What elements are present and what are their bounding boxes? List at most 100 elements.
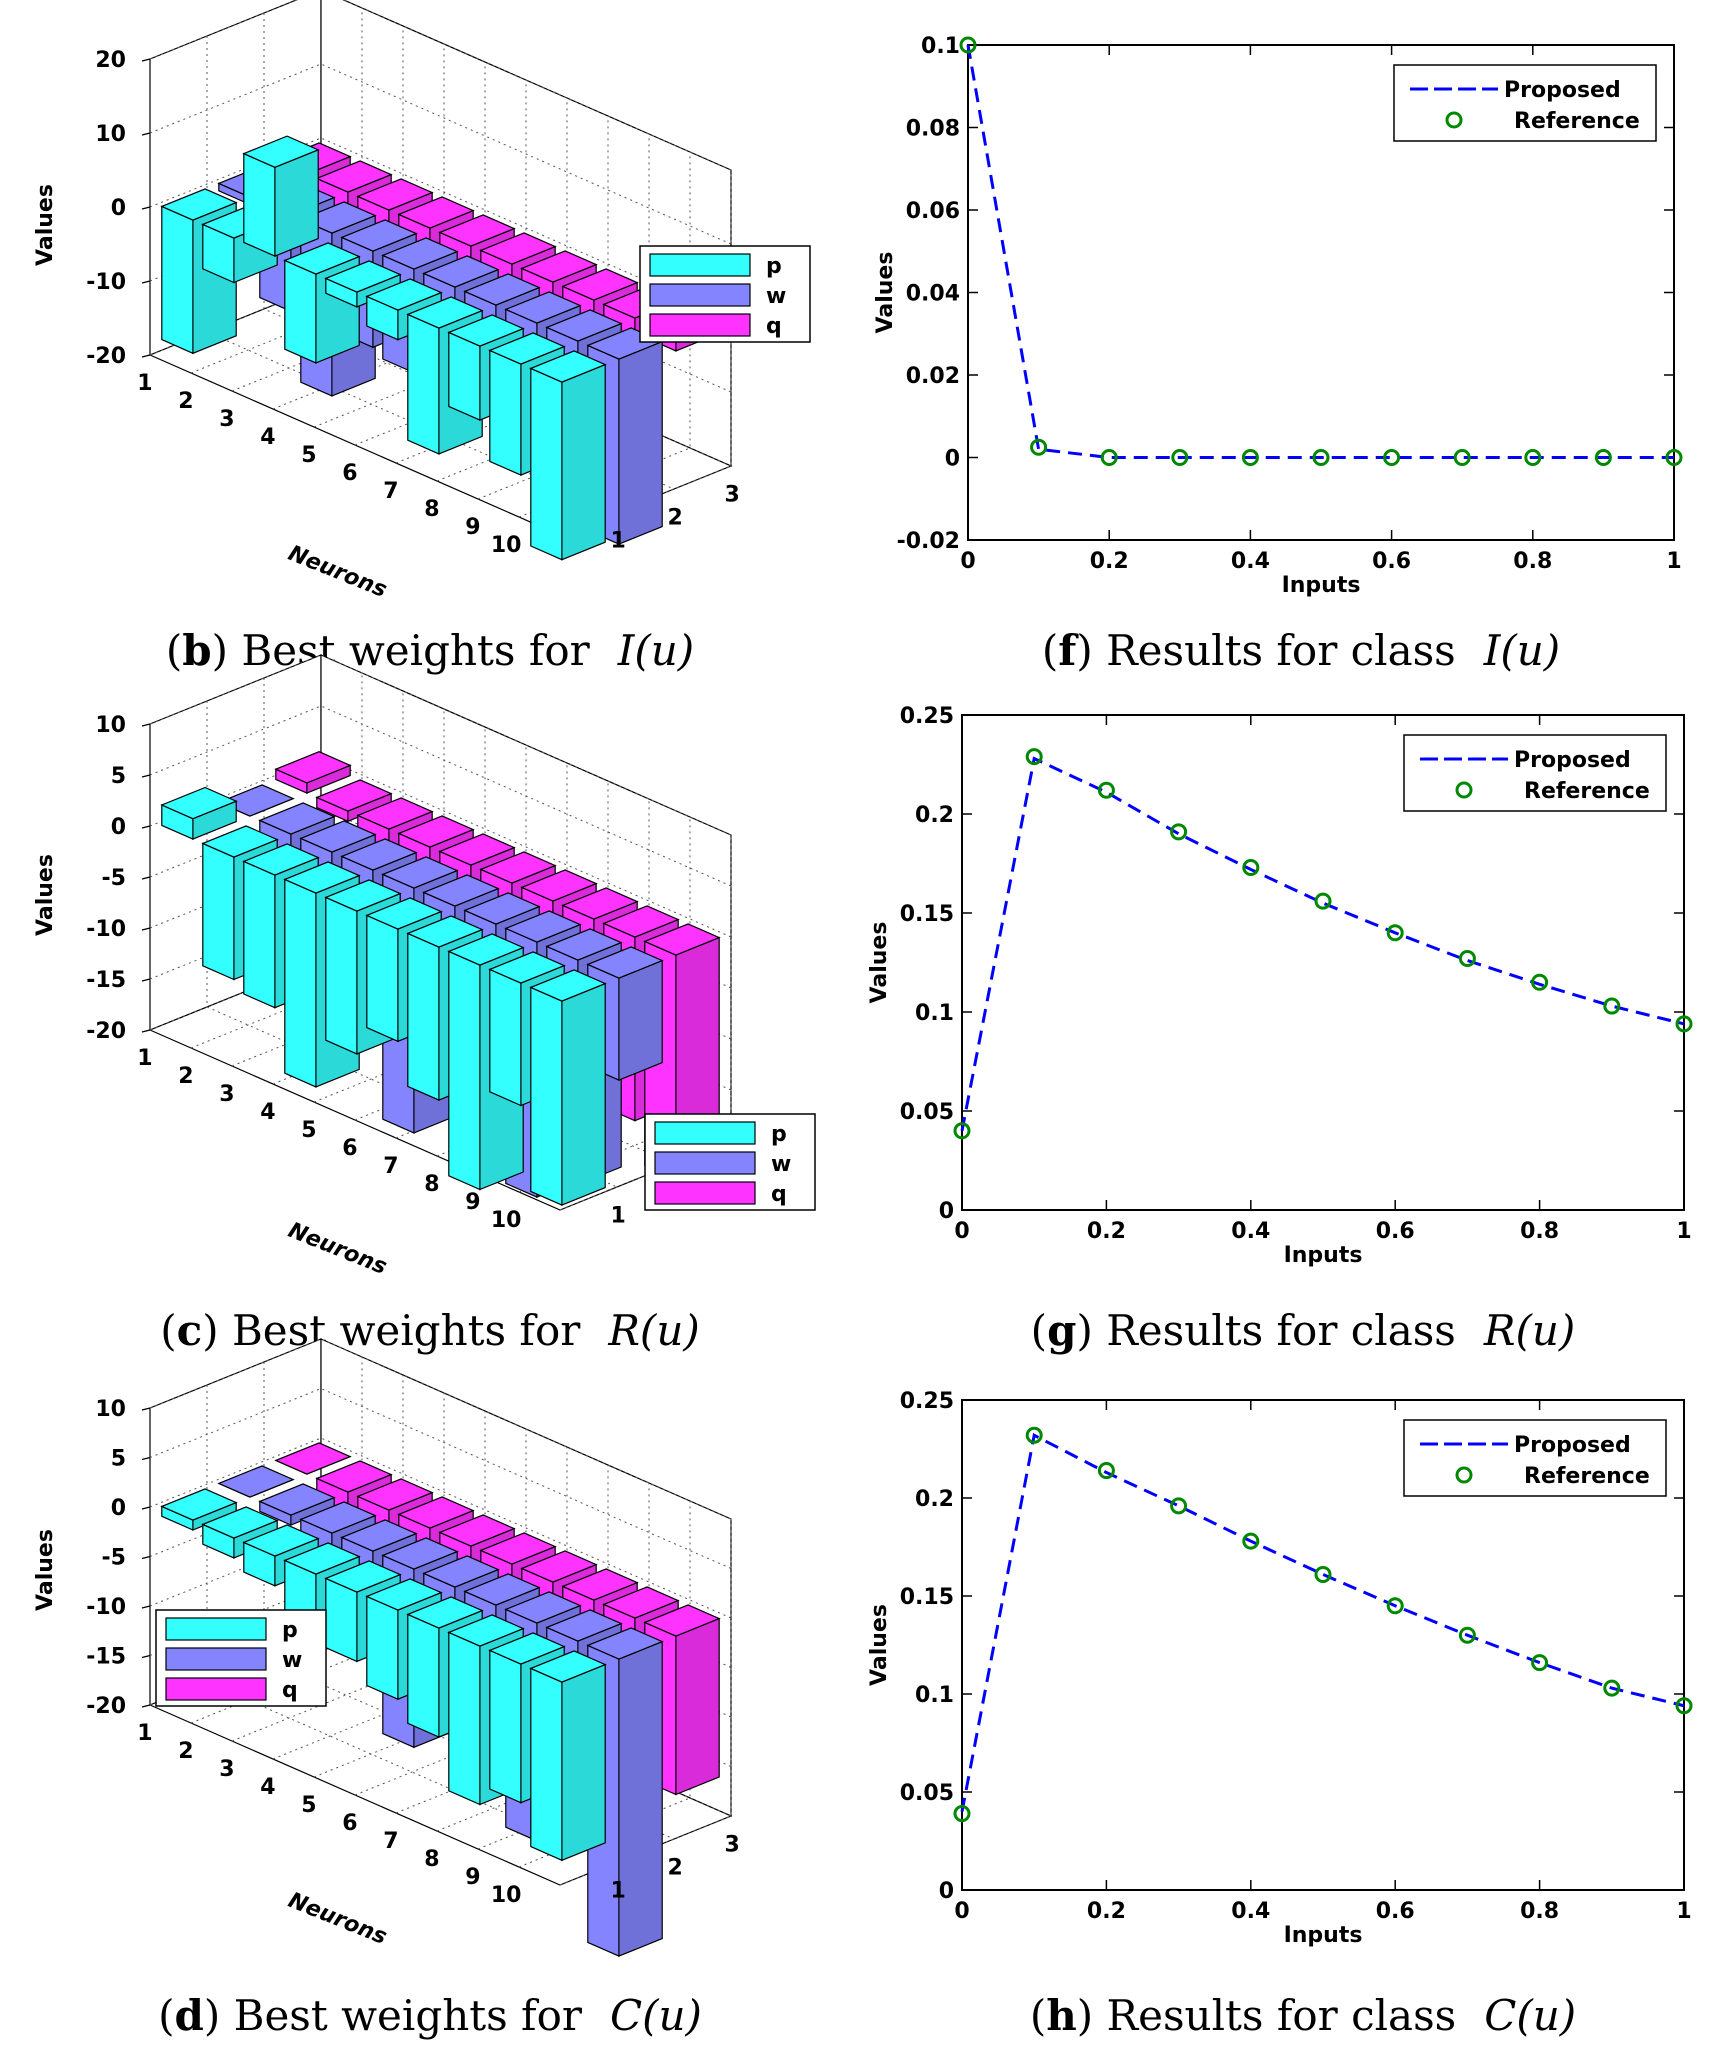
z-tick-mark (141, 1029, 151, 1033)
reference-point (1594, 449, 1612, 466)
caption-text: Results for class (1107, 1991, 1457, 2040)
reference-point (1458, 950, 1476, 968)
bar-top-face (643, 923, 721, 956)
neuron-tick-label: 9 (465, 1865, 480, 1890)
reference-point (953, 1805, 971, 1823)
bar-top-face (365, 278, 443, 311)
bar-top-face (479, 1532, 557, 1565)
reference-point (1314, 1565, 1332, 1583)
legend-proposed-label: Proposed (1514, 748, 1631, 773)
bar-top-face (340, 219, 418, 252)
reference-point (1097, 1462, 1115, 1480)
bar-top-face (217, 1465, 295, 1498)
neuron-tick-label: 5 (301, 1118, 316, 1143)
z-axis-label: Values (33, 854, 58, 936)
bar-side-face (618, 959, 663, 1081)
bar-p-neuron-3 (242, 135, 320, 258)
z-tick-mark (141, 58, 151, 62)
caption-text: Best weights for (232, 1306, 581, 1355)
neuron-tick-label: 10 (491, 1883, 522, 1908)
bar-q-neuron-2 (315, 779, 393, 823)
bar-front-face (407, 313, 440, 455)
x-tick-label: 0 (960, 549, 975, 574)
bar-top-face (242, 135, 320, 168)
caption-text: Best weights for (234, 1991, 583, 2040)
bar-w-neuron-2 (258, 1483, 336, 1526)
y-axis-label: Values (873, 252, 898, 334)
bar-top-face (324, 1560, 402, 1593)
bar-top-face (356, 797, 434, 830)
bar-top-face (397, 1496, 475, 1529)
legend-swatch-p (649, 253, 751, 277)
z-tick-label: 10 (95, 1397, 126, 1422)
y-tick-label: 0.2 (915, 1487, 954, 1512)
grid-line-z (149, 137, 732, 319)
bar-front-face (489, 1649, 522, 1804)
line-chart-g: 0.25 0.2 0.15 0.1 0.05 00 0.2 0.4 0.6 0.8 1 Inputs V… (867, 704, 1693, 1268)
bar-front-face (325, 896, 358, 1055)
bar-p-neuron-10 (529, 350, 607, 561)
bar-front-face (489, 349, 522, 477)
caption-math: R(u) (1483, 1306, 1575, 1355)
bar3d-chart-d: 10 5 0 -5 -10 -15 -20 1 2 3 4 5 6 7 8 9 10 1 2 3 Values Neuro… (33, 1338, 740, 1958)
y-tick-label: 0.2 (915, 803, 954, 828)
bar-top-face (406, 915, 484, 948)
neuron-tick-label: 1 (137, 371, 152, 396)
param-tick-label: 1 (611, 529, 626, 554)
reference-point (1603, 1679, 1621, 1697)
bar-q-neuron-1 (274, 751, 352, 795)
neuron-tick-label: 3 (219, 1082, 234, 1107)
caption-math: I(u) (617, 626, 694, 675)
bar-top-face (520, 869, 598, 902)
param-tick-label: 3 (725, 483, 740, 508)
bar-top-face (463, 1573, 541, 1606)
x-tick-label: 0.8 (1513, 549, 1552, 574)
bar-top-face (479, 232, 557, 265)
neuron-tick-label: 6 (342, 461, 357, 486)
caption-math: C(u) (610, 1991, 702, 2040)
z-tick-label: -20 (86, 344, 126, 369)
bar-top-face (406, 1596, 484, 1629)
legend-box (1403, 734, 1667, 812)
reference-point (1524, 449, 1542, 466)
caption-math: R(u) (607, 1306, 699, 1355)
bar-top-face (561, 268, 639, 301)
caption-g: (g) Results for class R(u) (1031, 1306, 1576, 1355)
bar-top-face (438, 1514, 516, 1547)
y-tick-label: 0.02 (906, 364, 960, 389)
bar-top-face (283, 861, 361, 894)
neuron-tick-label: 9 (465, 1190, 480, 1215)
grid-line-neuron (559, 835, 732, 1211)
y-tick-label: -0.02 (897, 529, 960, 554)
x-tick-label: 0.6 (1376, 1899, 1415, 1924)
reference-point (1665, 449, 1683, 466)
neuron-axis-label: Neurons (285, 541, 391, 603)
y-tick-label: 0.25 (900, 704, 954, 729)
neuron-tick-label: 9 (465, 515, 480, 540)
z-tick-label: 10 (95, 713, 126, 738)
reference-point (1314, 892, 1332, 910)
bar-front-face (366, 914, 399, 1043)
legend-label-w: w (282, 1648, 302, 1673)
legend-swatch-w (649, 283, 751, 307)
neuron-tick-label: 7 (383, 1829, 398, 1854)
bar-front-face (366, 1595, 399, 1701)
legend-label-w: w (766, 284, 786, 309)
bar-top-face (274, 1442, 352, 1475)
x-tick-label: 0.4 (1231, 1899, 1270, 1924)
y-tick-label: 0.15 (900, 1585, 954, 1610)
bar-top-face (586, 946, 664, 979)
legend-box (1393, 64, 1657, 142)
bar-p-neuron-10 (529, 1650, 607, 1862)
grid-line-neuron (313, 727, 486, 1103)
z-tick-label: 0 (111, 815, 126, 840)
reference-point (1100, 449, 1118, 466)
grid-line-neuron (190, 673, 363, 1049)
bar-top-face (397, 815, 475, 848)
x-axis-label: Inputs (1282, 573, 1361, 598)
bar-top-face (299, 1501, 377, 1534)
y-tick-label: 0.1 (915, 1001, 954, 1026)
y-tick-label: 0.04 (906, 282, 960, 307)
bar-top-face (160, 1488, 238, 1521)
caption-f: (f) Results for class I(u) (1042, 626, 1560, 675)
